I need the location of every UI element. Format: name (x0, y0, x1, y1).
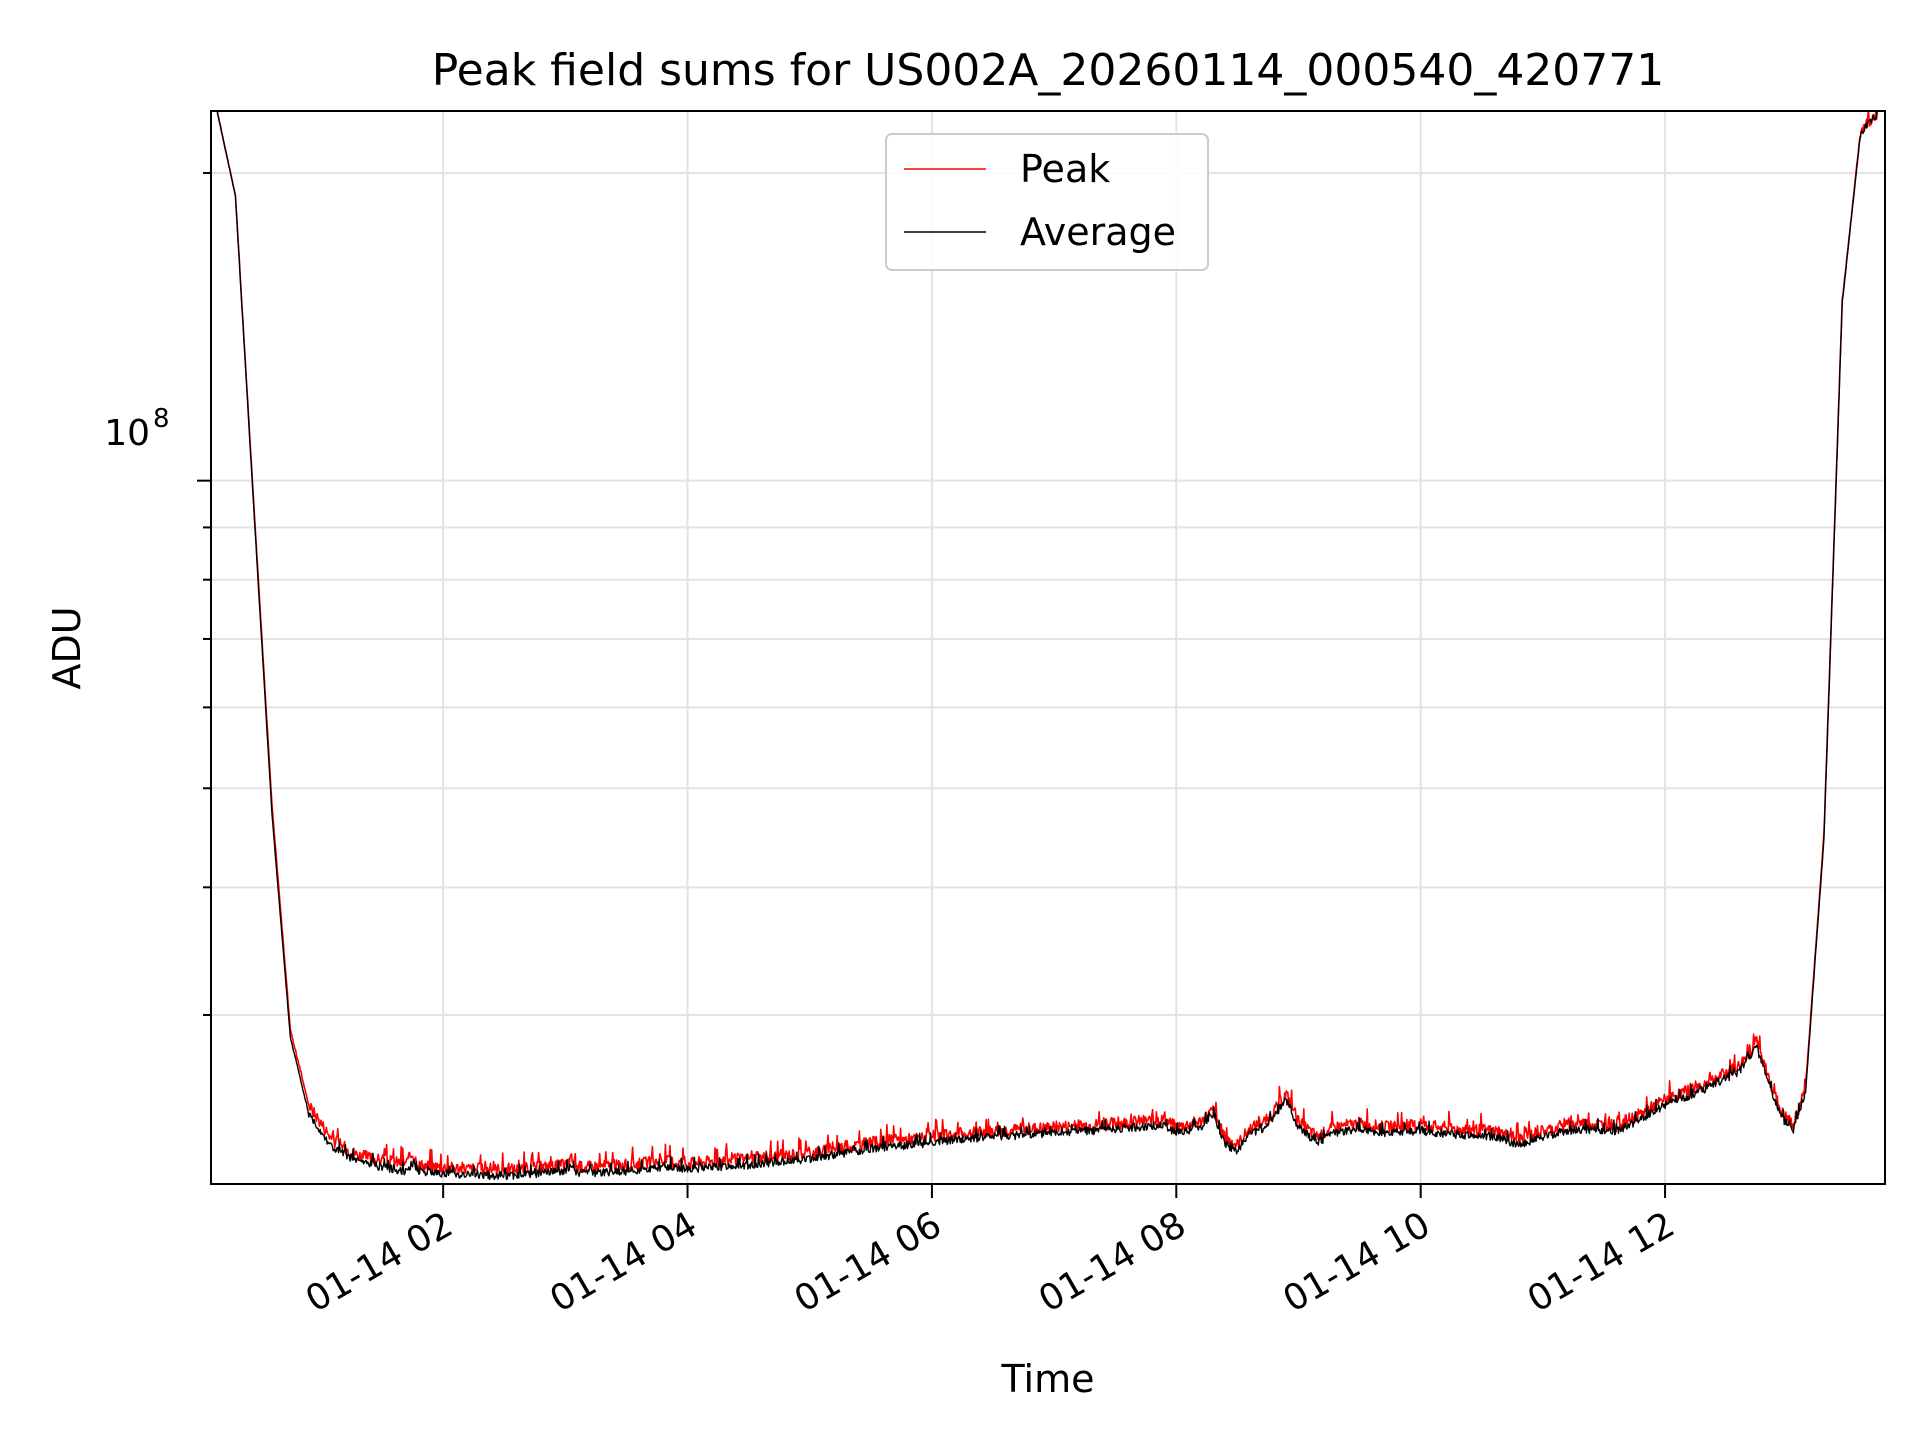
grid (211, 111, 1885, 1184)
legend-peak-label: Peak (1020, 147, 1110, 191)
x-tick-label: 01-14 04 (543, 1204, 704, 1320)
x-axis-label: Time (1001, 1357, 1095, 1401)
series-peak-line (216, 111, 1879, 1176)
legend-average-label: Average (1020, 210, 1176, 254)
x-axis-ticks: 01-14 02 01-14 04 01-14 06 01-14 08 01-14 10… (299, 1184, 1682, 1321)
y-tick-label-base: 10 (104, 413, 150, 454)
y-axis-label: ADU (45, 606, 89, 689)
x-tick-label: 01-14 10 (1277, 1204, 1438, 1320)
x-tick-label: 01-14 08 (1032, 1204, 1193, 1320)
x-tick-label: 01-14 02 (299, 1204, 460, 1320)
x-tick-label: 01-14 06 (788, 1204, 949, 1320)
series-average-line (216, 111, 1879, 1181)
legend-box (885, 133, 1209, 271)
y-tick-label-1e8: 10 8 (104, 404, 169, 454)
chart-title: Peak field sums for US002A_20260114_0005… (432, 45, 1665, 96)
y-tick-label-exponent: 8 (153, 404, 170, 434)
legend: Peak Average (885, 133, 1209, 271)
x-tick-label: 01-14 12 (1521, 1204, 1682, 1320)
plot-frame (210, 110, 1886, 1185)
y-axis-ticks (197, 172, 211, 1017)
